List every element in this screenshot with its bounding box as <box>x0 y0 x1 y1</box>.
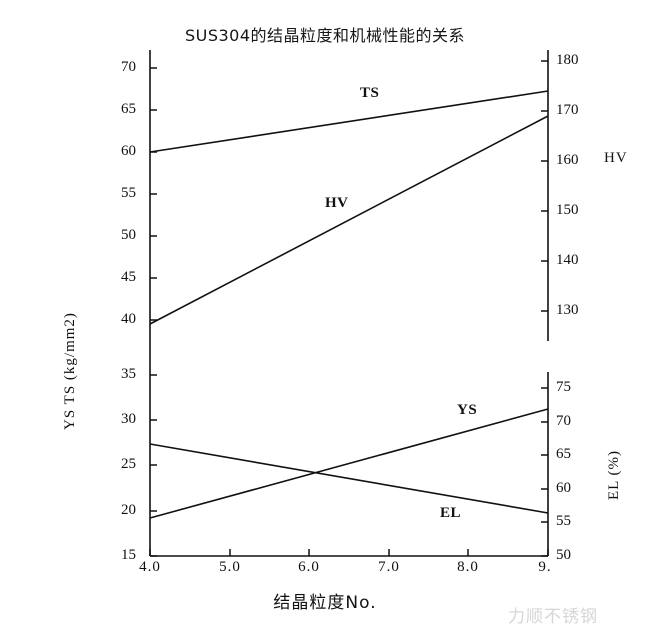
x-tick-label: 9. <box>538 559 552 575</box>
left-tick-label: 15 <box>121 547 136 563</box>
right-tick-label: 140 <box>556 252 579 268</box>
right-tick-label: 60 <box>556 480 571 496</box>
x-axis-title: 结晶粒度No. <box>273 593 377 613</box>
series-line-ts <box>149 90 549 153</box>
watermark: 力顺不锈钢 <box>508 607 598 627</box>
x-tick-label: 7.0 <box>378 559 400 575</box>
right-tick-label: 150 <box>556 202 579 218</box>
left-tick-label: 25 <box>121 456 136 472</box>
y-axis-title-left: YS TS (kg/mm2) <box>62 312 78 430</box>
left-tick-label: 35 <box>121 366 136 382</box>
left-tick-label: 60 <box>121 143 136 159</box>
right-tick-label: 75 <box>556 379 571 395</box>
left-tick-label: 45 <box>121 269 136 285</box>
left-ticks-lower <box>150 374 157 557</box>
right-tick-label: 160 <box>556 152 579 168</box>
right-tick-label: 55 <box>556 513 571 529</box>
bottom-ticks <box>149 549 549 556</box>
series-label-el: EL <box>440 505 462 521</box>
left-ticks-upper <box>150 67 157 321</box>
y-axis-title-right-upper: HV <box>604 150 628 166</box>
series-line-el <box>149 443 549 514</box>
series-label-hv: HV <box>325 195 349 211</box>
left-tick-label: 70 <box>121 59 136 75</box>
right-tick-label: 50 <box>556 547 571 563</box>
x-tick-label: 4.0 <box>139 559 161 575</box>
left-tick-label: 55 <box>121 185 136 201</box>
chart-title: SUS304的结晶粒度和机械性能的关系 <box>184 26 466 45</box>
right-tick-label: 65 <box>556 446 571 462</box>
left-tick-label: 20 <box>121 502 136 518</box>
left-tick-label: 30 <box>121 411 136 427</box>
right-ticks-upper <box>541 60 548 312</box>
x-tick-label: 8.0 <box>457 559 479 575</box>
right-tick-label: 170 <box>556 102 579 118</box>
series-line-ys <box>149 408 549 519</box>
left-tick-label: 50 <box>121 227 136 243</box>
x-tick-label: 5.0 <box>219 559 241 575</box>
y-axis-title-right-lower: EL (%) <box>606 449 622 500</box>
x-tick-label: 6.0 <box>298 559 320 575</box>
right-tick-label: 180 <box>556 52 579 68</box>
left-tick-label: 40 <box>121 311 136 327</box>
right-ticks-lower <box>541 387 548 557</box>
left-tick-label: 65 <box>121 101 136 117</box>
right-tick-label: 70 <box>556 413 571 429</box>
series-line-hv <box>149 115 549 325</box>
series-label-ys: YS <box>457 402 478 418</box>
right-tick-label: 130 <box>556 302 579 318</box>
series-label-ts: TS <box>360 85 380 101</box>
